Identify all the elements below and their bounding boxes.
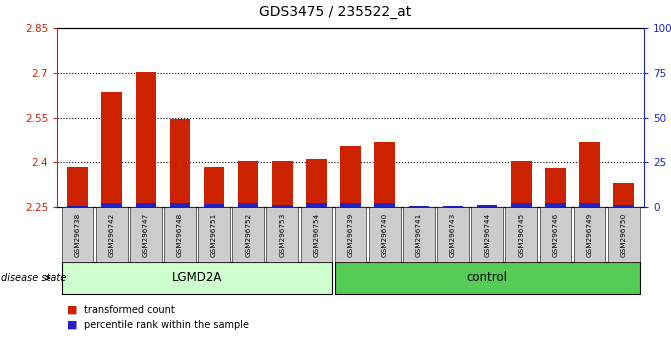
Text: GSM296748: GSM296748 [177,212,183,257]
Text: GSM296745: GSM296745 [518,212,524,257]
Text: control: control [466,272,508,284]
Bar [409,206,429,207]
Text: ■: ■ [67,305,78,315]
Bar [272,205,293,207]
Text: GSM296738: GSM296738 [74,212,81,257]
Bar [170,119,190,207]
Bar [477,206,497,207]
Bar [374,202,395,207]
Text: ■: ■ [67,320,78,330]
Bar [67,167,88,207]
Bar [579,142,600,207]
Bar [306,159,327,207]
Bar [545,202,566,207]
Text: GSM296739: GSM296739 [348,212,354,257]
Bar [238,202,258,207]
Text: GSM296751: GSM296751 [211,212,217,257]
Bar [204,167,224,207]
Bar [101,92,122,207]
Text: GSM296742: GSM296742 [109,212,115,257]
Bar [613,183,634,207]
Bar [306,202,327,207]
Text: GSM296741: GSM296741 [416,212,422,257]
Bar [101,202,122,207]
Text: GSM296754: GSM296754 [313,212,319,257]
Bar [340,202,361,207]
Text: GSM296747: GSM296747 [143,212,149,257]
Bar [511,161,531,207]
Text: percentile rank within the sample: percentile rank within the sample [84,320,249,330]
Text: GSM296746: GSM296746 [552,212,558,257]
Bar [136,202,156,207]
Bar [477,205,497,207]
Bar [374,142,395,207]
Text: GSM296753: GSM296753 [279,212,285,257]
Bar [340,146,361,207]
Bar [579,202,600,207]
Bar [443,206,463,207]
Bar [204,204,224,207]
Text: GSM296744: GSM296744 [484,212,490,257]
Bar [67,206,88,207]
Text: GSM296743: GSM296743 [450,212,456,257]
Bar [613,205,634,207]
Text: GSM296752: GSM296752 [245,212,251,257]
Bar [545,169,566,207]
Bar [136,72,156,207]
Bar [238,161,258,207]
Bar [272,161,293,207]
Text: disease state: disease state [1,273,66,283]
Bar [511,202,531,207]
Text: GSM296750: GSM296750 [621,212,627,257]
Text: LGMD2A: LGMD2A [172,272,222,284]
Text: GDS3475 / 235522_at: GDS3475 / 235522_at [260,5,411,19]
Bar [409,206,429,207]
Text: GSM296749: GSM296749 [586,212,592,257]
Text: GSM296740: GSM296740 [382,212,388,257]
Bar [170,202,190,207]
Bar [443,206,463,207]
Text: transformed count: transformed count [84,305,174,315]
